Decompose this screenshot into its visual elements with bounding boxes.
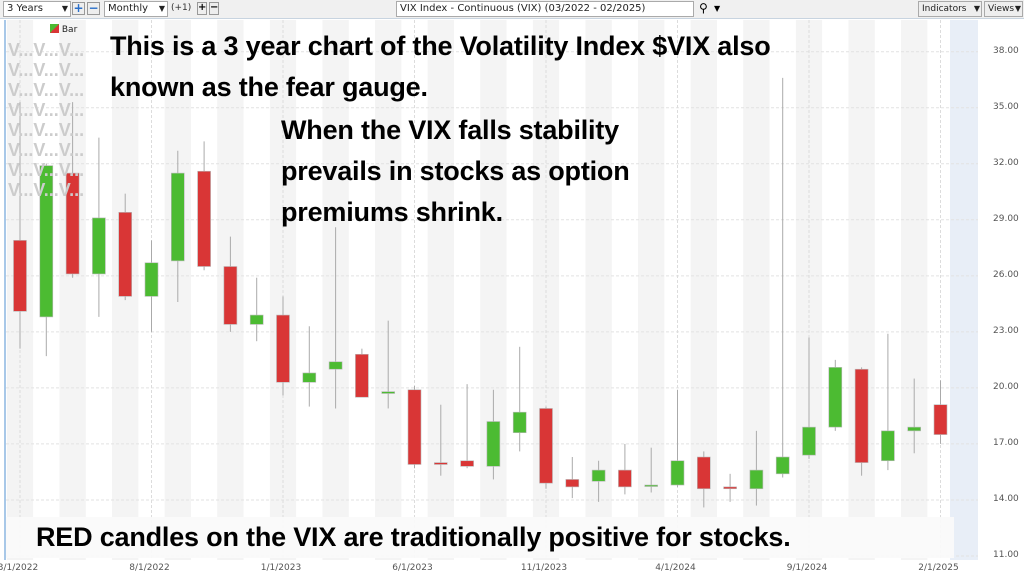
candle-down <box>565 479 580 488</box>
interval-value: Monthly <box>108 3 149 14</box>
y-tick-label: 26.00 <box>993 269 1019 280</box>
candle-up <box>171 172 185 262</box>
title-line-2: known as the fear gauge. <box>110 72 428 102</box>
candle-up <box>881 430 895 462</box>
candlestick-chart <box>6 20 978 560</box>
x-tick-label: 9/1/2024 <box>786 563 828 573</box>
symbol-input[interactable]: VIX Index - Continuous (VIX) (03/2022 - … <box>396 1 694 17</box>
candle-down <box>13 240 27 312</box>
x-tick-label: 8/1/2022 <box>129 563 170 573</box>
candle-up <box>39 165 54 318</box>
note-line-3: premiums shrink. <box>281 197 503 227</box>
candle-down <box>197 170 211 267</box>
future-area <box>950 20 978 560</box>
candle-up <box>670 460 685 486</box>
chevron-down-icon: ▼ <box>1014 4 1021 13</box>
legend-label: Bar <box>61 25 78 35</box>
bar-legend-icon <box>50 24 59 33</box>
indicators-label: Indicators <box>922 4 967 14</box>
candle-up <box>828 367 843 428</box>
bottom-annotation: RED candles on the VIX are traditionally… <box>6 517 954 558</box>
candle-up <box>775 456 790 475</box>
offset-label: (+1) <box>171 3 192 13</box>
x-tick-label: 2/1/2025 <box>918 563 959 573</box>
note-line-1: When the VIX falls stability <box>281 115 619 145</box>
candle-down <box>118 212 132 297</box>
x-tick-label: 3/1/2022 <box>0 563 39 573</box>
candle-up <box>144 262 159 297</box>
candle-down <box>539 408 553 484</box>
chevron-down-icon: ▼ <box>158 4 165 13</box>
range-value: 3 Years <box>7 3 43 14</box>
y-tick-label: 38.00 <box>993 45 1019 56</box>
indicators-button[interactable]: Indicators ▼ <box>918 1 982 17</box>
zoom-in-button[interactable]: + <box>72 1 85 15</box>
x-tick-label: 4/1/2024 <box>655 563 696 573</box>
y-tick-label: 20.00 <box>993 381 1019 392</box>
candle-up <box>302 372 317 383</box>
zoom-out-button[interactable]: − <box>87 1 100 15</box>
candle-up <box>802 426 816 456</box>
search-icon[interactable]: ⚲ <box>699 1 708 15</box>
candle-up <box>381 391 396 394</box>
candle-down <box>723 486 737 490</box>
y-tick-label: 23.00 <box>993 325 1019 336</box>
title-line-1: This is a 3 year chart of the Volatility… <box>110 31 771 61</box>
note-line-2: prevails in stocks as option <box>281 156 630 186</box>
legend: Bar <box>50 24 77 35</box>
candle-down <box>854 368 869 463</box>
chart-plot-area[interactable] <box>4 20 978 560</box>
candle-down <box>65 172 80 275</box>
y-tick-label: 14.00 <box>993 493 1019 504</box>
candle-up <box>328 361 343 370</box>
candle-up <box>591 469 606 482</box>
month-band <box>848 20 875 560</box>
views-label: Views <box>988 4 1015 14</box>
candle-up <box>907 426 922 432</box>
candle-down <box>696 456 711 490</box>
candle-up <box>249 314 264 325</box>
title-annotation: This is a 3 year chart of the Volatility… <box>110 26 771 108</box>
month-band <box>375 20 402 560</box>
candle-up <box>512 411 527 434</box>
month-band <box>901 20 928 560</box>
candle-up <box>486 421 501 467</box>
x-tick-label: 6/1/2023 <box>392 563 433 573</box>
views-button[interactable]: Views ▼ <box>984 1 1023 17</box>
candle-up <box>749 469 764 490</box>
offset-plus-button[interactable]: + <box>197 2 207 15</box>
y-tick-label: 17.00 <box>993 437 1019 448</box>
event-markers: V...V...V...V...V...V...V...V...V...V...… <box>8 40 85 200</box>
y-tick-label: 32.00 <box>993 157 1019 168</box>
chart-toolbar: 3 Years ▼ + − Monthly ▼ (+1) + − VIX Index… <box>0 0 1024 19</box>
candle-down <box>276 314 290 383</box>
interval-select[interactable]: Monthly ▼ <box>104 1 168 17</box>
y-tick-label: 35.00 <box>993 101 1019 112</box>
candle-down <box>933 404 948 435</box>
x-tick-label: 11/1/2023 <box>520 563 568 573</box>
chevron-down-icon: ▼ <box>973 4 980 13</box>
search-dropdown-icon[interactable]: ▼ <box>714 4 721 13</box>
candle-down <box>355 353 369 398</box>
offset-minus-button[interactable]: − <box>209 2 219 15</box>
candle-up <box>644 484 659 487</box>
y-tick-label: 29.00 <box>993 213 1019 224</box>
range-select[interactable]: 3 Years ▼ <box>3 1 71 17</box>
chevron-down-icon: ▼ <box>61 4 68 13</box>
candle-down <box>618 469 632 488</box>
candle-up <box>92 217 106 275</box>
note-annotation: When the VIX falls stability prevails in… <box>281 110 630 233</box>
x-tick-label: 1/1/2023 <box>260 563 302 573</box>
candle-down <box>433 462 448 465</box>
candle-down <box>223 266 238 325</box>
candle-down <box>407 389 422 465</box>
candle-down <box>460 460 474 467</box>
y-tick-label: 11.00 <box>993 550 1019 560</box>
